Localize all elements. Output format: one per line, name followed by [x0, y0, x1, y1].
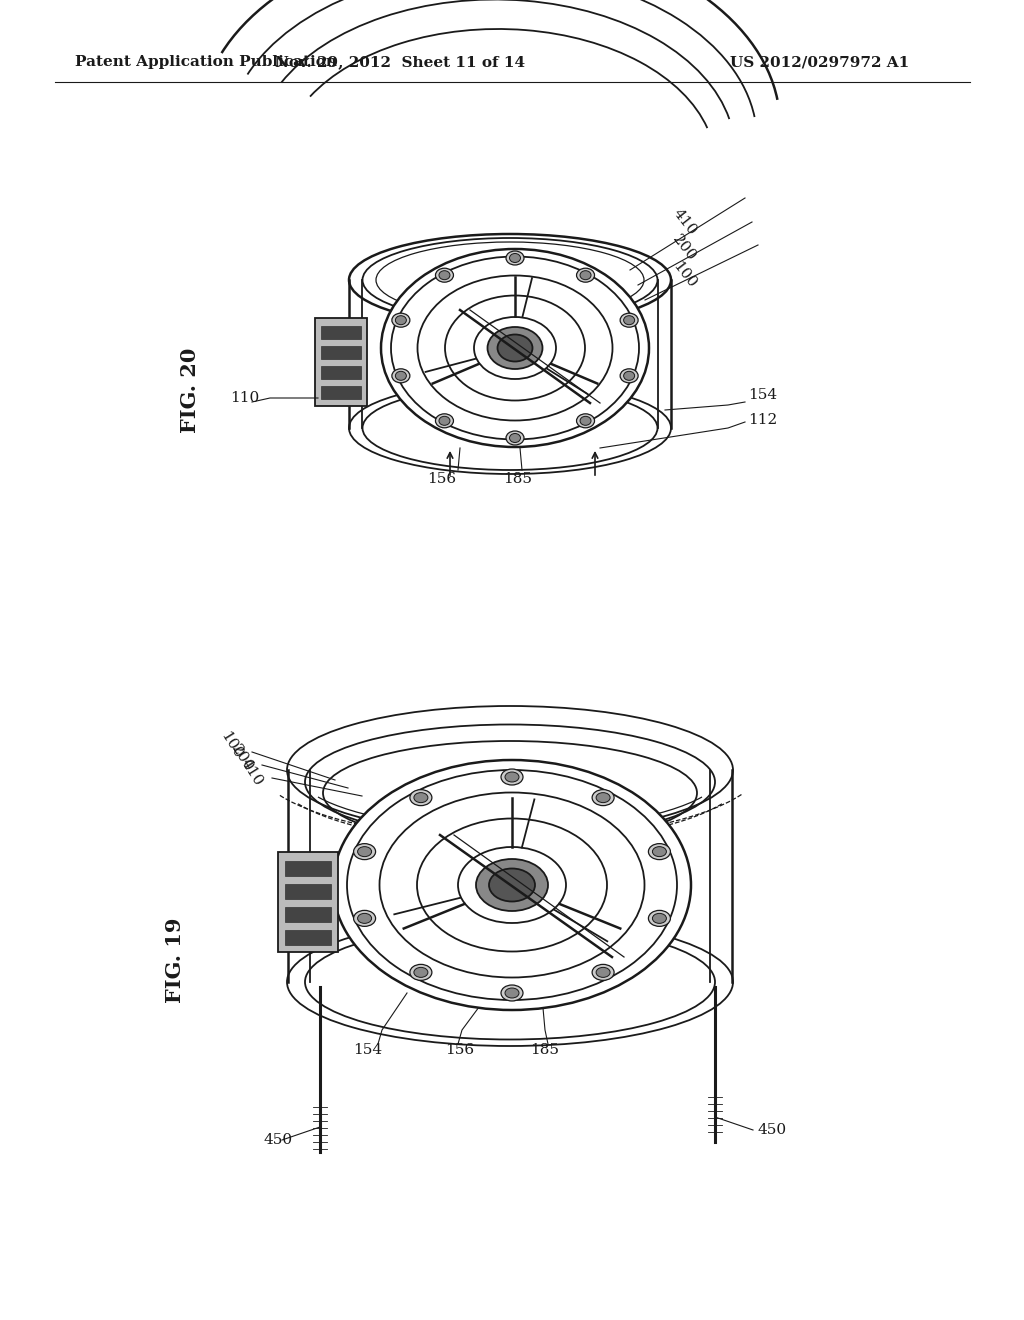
Text: FIG. 19: FIG. 19	[165, 917, 185, 1003]
Ellipse shape	[592, 965, 614, 981]
Ellipse shape	[410, 789, 432, 805]
Text: Patent Application Publication: Patent Application Publication	[75, 55, 337, 69]
Text: 154: 154	[748, 388, 777, 403]
FancyBboxPatch shape	[321, 385, 361, 399]
Ellipse shape	[392, 313, 410, 327]
Ellipse shape	[395, 315, 407, 325]
FancyBboxPatch shape	[321, 346, 361, 359]
Ellipse shape	[621, 313, 638, 327]
Ellipse shape	[501, 770, 523, 785]
Ellipse shape	[652, 846, 667, 857]
Ellipse shape	[410, 965, 432, 981]
Ellipse shape	[395, 371, 407, 380]
FancyBboxPatch shape	[321, 326, 361, 339]
Ellipse shape	[506, 432, 524, 445]
Text: 410: 410	[238, 756, 265, 788]
Ellipse shape	[381, 249, 649, 447]
Text: 156: 156	[427, 473, 457, 486]
Ellipse shape	[392, 368, 410, 383]
Ellipse shape	[476, 859, 548, 911]
Ellipse shape	[501, 985, 523, 1001]
FancyBboxPatch shape	[315, 318, 367, 407]
Ellipse shape	[435, 413, 454, 428]
Text: 200: 200	[228, 742, 255, 774]
Text: 154: 154	[353, 1043, 383, 1057]
Text: Nov. 29, 2012  Sheet 11 of 14: Nov. 29, 2012 Sheet 11 of 14	[274, 55, 525, 69]
Ellipse shape	[414, 968, 428, 977]
Ellipse shape	[506, 251, 524, 265]
FancyBboxPatch shape	[285, 884, 331, 899]
Text: 185: 185	[504, 473, 532, 486]
Text: 112: 112	[748, 413, 777, 426]
Ellipse shape	[577, 413, 595, 428]
Text: 450: 450	[263, 1133, 293, 1147]
Ellipse shape	[510, 253, 520, 263]
Text: FIG. 20: FIG. 20	[180, 347, 200, 433]
Ellipse shape	[621, 368, 638, 383]
Ellipse shape	[596, 792, 610, 803]
Text: 100: 100	[218, 729, 246, 762]
FancyBboxPatch shape	[285, 861, 331, 876]
Ellipse shape	[596, 968, 610, 977]
FancyBboxPatch shape	[285, 907, 331, 921]
Ellipse shape	[505, 987, 519, 998]
Text: 450: 450	[757, 1123, 786, 1137]
Ellipse shape	[435, 268, 454, 282]
Ellipse shape	[489, 869, 535, 902]
Ellipse shape	[580, 271, 591, 280]
FancyBboxPatch shape	[321, 366, 361, 379]
Ellipse shape	[357, 913, 372, 924]
Ellipse shape	[648, 843, 671, 859]
Ellipse shape	[439, 416, 450, 425]
Ellipse shape	[333, 760, 691, 1010]
Ellipse shape	[414, 792, 428, 803]
Ellipse shape	[592, 789, 614, 805]
Ellipse shape	[624, 315, 635, 325]
Ellipse shape	[624, 371, 635, 380]
Text: 185: 185	[530, 1043, 559, 1057]
Ellipse shape	[357, 846, 372, 857]
Text: 100: 100	[670, 259, 699, 290]
Ellipse shape	[580, 416, 591, 425]
FancyBboxPatch shape	[285, 931, 331, 945]
Text: 200: 200	[670, 232, 699, 264]
Text: 156: 156	[445, 1043, 474, 1057]
Text: 410: 410	[670, 206, 699, 238]
Ellipse shape	[577, 268, 595, 282]
Ellipse shape	[498, 334, 532, 362]
Ellipse shape	[510, 433, 520, 442]
Text: US 2012/0297972 A1: US 2012/0297972 A1	[730, 55, 909, 69]
Ellipse shape	[439, 271, 450, 280]
FancyBboxPatch shape	[278, 851, 338, 952]
Ellipse shape	[505, 772, 519, 781]
Text: 110: 110	[230, 391, 259, 405]
Ellipse shape	[652, 913, 667, 924]
Ellipse shape	[487, 327, 543, 370]
Ellipse shape	[353, 911, 376, 927]
Ellipse shape	[353, 843, 376, 859]
Ellipse shape	[648, 911, 671, 927]
